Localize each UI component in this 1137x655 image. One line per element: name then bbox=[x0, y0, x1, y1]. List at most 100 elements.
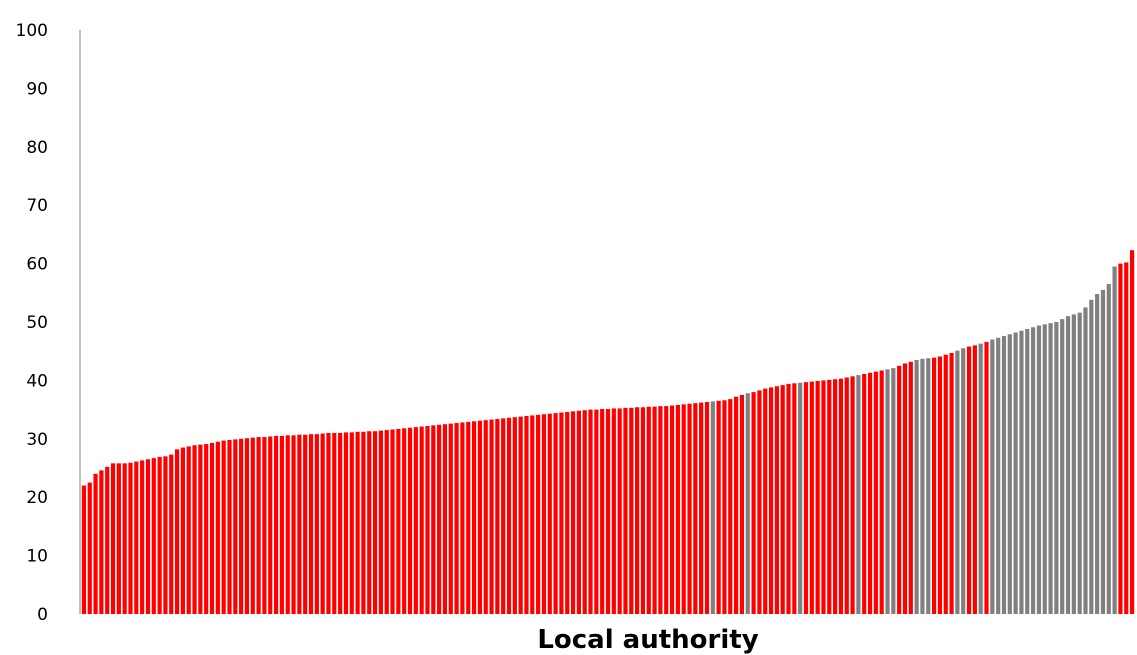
bar bbox=[1065, 316, 1071, 614]
y-tick-label: 20 bbox=[26, 488, 48, 508]
bar bbox=[908, 361, 913, 614]
bar bbox=[734, 396, 739, 614]
bar bbox=[629, 407, 634, 614]
bar bbox=[879, 370, 884, 614]
bar bbox=[768, 387, 774, 614]
bar bbox=[530, 415, 535, 614]
bar bbox=[425, 425, 430, 614]
bar bbox=[856, 375, 861, 614]
bar bbox=[1118, 263, 1123, 614]
bar bbox=[209, 442, 215, 614]
bar bbox=[902, 363, 908, 614]
bar bbox=[506, 417, 512, 614]
y-axis-ticks: 0 10 20 30 40 50 60 70 80 90 100 bbox=[16, 21, 48, 625]
bar bbox=[536, 414, 541, 614]
bar bbox=[512, 417, 517, 614]
bar bbox=[437, 424, 442, 614]
bar bbox=[419, 426, 424, 614]
bar bbox=[1112, 266, 1117, 614]
bar bbox=[332, 432, 337, 614]
bar bbox=[833, 379, 838, 614]
bar bbox=[390, 429, 395, 614]
bar bbox=[570, 411, 576, 614]
bar bbox=[885, 369, 890, 614]
bar bbox=[407, 427, 413, 614]
bar bbox=[635, 407, 640, 614]
bar bbox=[780, 385, 785, 614]
bar bbox=[87, 482, 92, 614]
bar bbox=[728, 399, 733, 614]
bar bbox=[466, 421, 471, 614]
bar bbox=[105, 466, 110, 614]
bar bbox=[704, 402, 710, 614]
bar bbox=[198, 444, 203, 614]
bar bbox=[367, 431, 372, 614]
bar bbox=[384, 430, 389, 614]
bar bbox=[838, 378, 844, 614]
bar bbox=[937, 356, 943, 614]
bar bbox=[920, 358, 925, 614]
bar bbox=[675, 404, 680, 614]
bar bbox=[943, 354, 948, 614]
bar bbox=[1001, 336, 1007, 614]
bar bbox=[140, 460, 145, 614]
bar bbox=[722, 400, 727, 614]
bar bbox=[972, 345, 977, 614]
bar bbox=[186, 446, 191, 614]
bar bbox=[163, 456, 168, 614]
bar bbox=[955, 350, 960, 614]
y-tick-label: 0 bbox=[37, 605, 48, 625]
bar bbox=[821, 380, 826, 614]
y-tick-label: 30 bbox=[26, 430, 48, 450]
bar bbox=[739, 395, 745, 614]
bar bbox=[413, 427, 418, 614]
bar bbox=[372, 431, 378, 614]
bar bbox=[355, 431, 360, 614]
bar bbox=[699, 402, 704, 614]
bar bbox=[122, 463, 127, 614]
bar bbox=[169, 454, 174, 614]
bar bbox=[617, 408, 622, 614]
bar bbox=[204, 444, 209, 614]
bar bbox=[669, 405, 675, 614]
bar bbox=[640, 407, 646, 614]
bar bbox=[128, 462, 133, 614]
bar bbox=[1031, 327, 1036, 614]
bar bbox=[565, 411, 570, 614]
bar bbox=[233, 439, 238, 614]
bar bbox=[460, 422, 465, 614]
bar bbox=[99, 470, 104, 614]
bar bbox=[1083, 307, 1088, 614]
bar bbox=[297, 434, 302, 614]
bar bbox=[256, 437, 261, 614]
bar bbox=[448, 423, 453, 614]
bar bbox=[1106, 284, 1111, 614]
bar bbox=[792, 383, 797, 614]
bar bbox=[343, 432, 349, 614]
bar bbox=[774, 386, 779, 614]
bar bbox=[681, 404, 686, 614]
bar bbox=[1025, 329, 1030, 614]
bar bbox=[1042, 324, 1047, 614]
bar bbox=[250, 437, 255, 614]
bar bbox=[949, 352, 954, 614]
y-tick-label: 50 bbox=[26, 313, 48, 333]
bar bbox=[151, 458, 156, 614]
bar bbox=[710, 401, 715, 614]
bar bbox=[763, 388, 768, 614]
bar bbox=[326, 432, 331, 614]
bar bbox=[244, 438, 250, 614]
bar bbox=[576, 410, 581, 614]
y-tick-label: 60 bbox=[26, 255, 48, 275]
bar bbox=[192, 445, 197, 614]
bar bbox=[361, 431, 366, 614]
bar bbox=[897, 365, 902, 614]
bar bbox=[646, 406, 651, 614]
bar bbox=[798, 382, 803, 614]
bar bbox=[547, 413, 552, 614]
bar bbox=[687, 403, 692, 614]
bar bbox=[378, 430, 383, 614]
bar bbox=[489, 419, 494, 614]
bar bbox=[454, 423, 459, 614]
